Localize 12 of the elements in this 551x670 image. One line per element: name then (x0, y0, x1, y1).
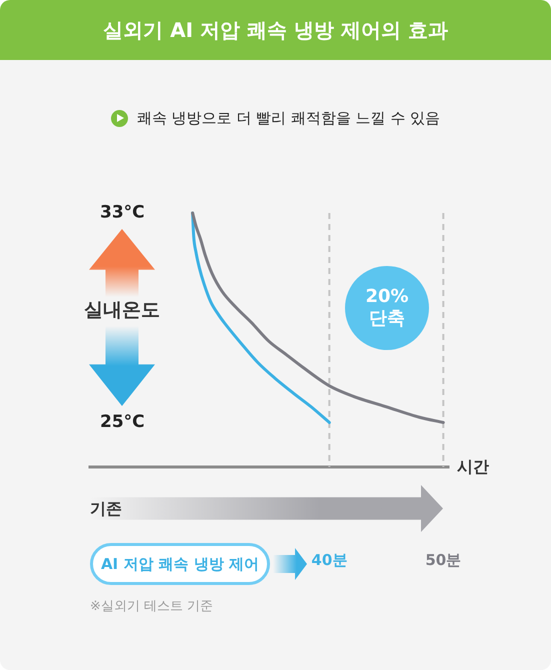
y-axis-title: 실내온도 (84, 298, 160, 323)
y-tick-label: 25°C (100, 412, 145, 432)
chart-subtitle: 쾌속 냉방으로 더 빨리 쾌적함을 느낄 수 있음 (136, 108, 440, 128)
text: ※실외기 테스트 기준 (90, 598, 214, 615)
x-axis-title: 시간 (457, 456, 489, 478)
legend-label: AI 저압 쾌속 냉방 제어 (100, 554, 260, 574)
y-tick-label: 33°C (100, 202, 145, 222)
x-tick-label: 50분 (425, 550, 462, 569)
text: 기존 (90, 498, 122, 520)
x-tick-label: 40분 (311, 550, 348, 569)
chart-title: 실외기 AI 저압 쾌속 냉방 제어의 효과 (103, 16, 448, 44)
annotation: 20% 단축 (364, 286, 410, 330)
